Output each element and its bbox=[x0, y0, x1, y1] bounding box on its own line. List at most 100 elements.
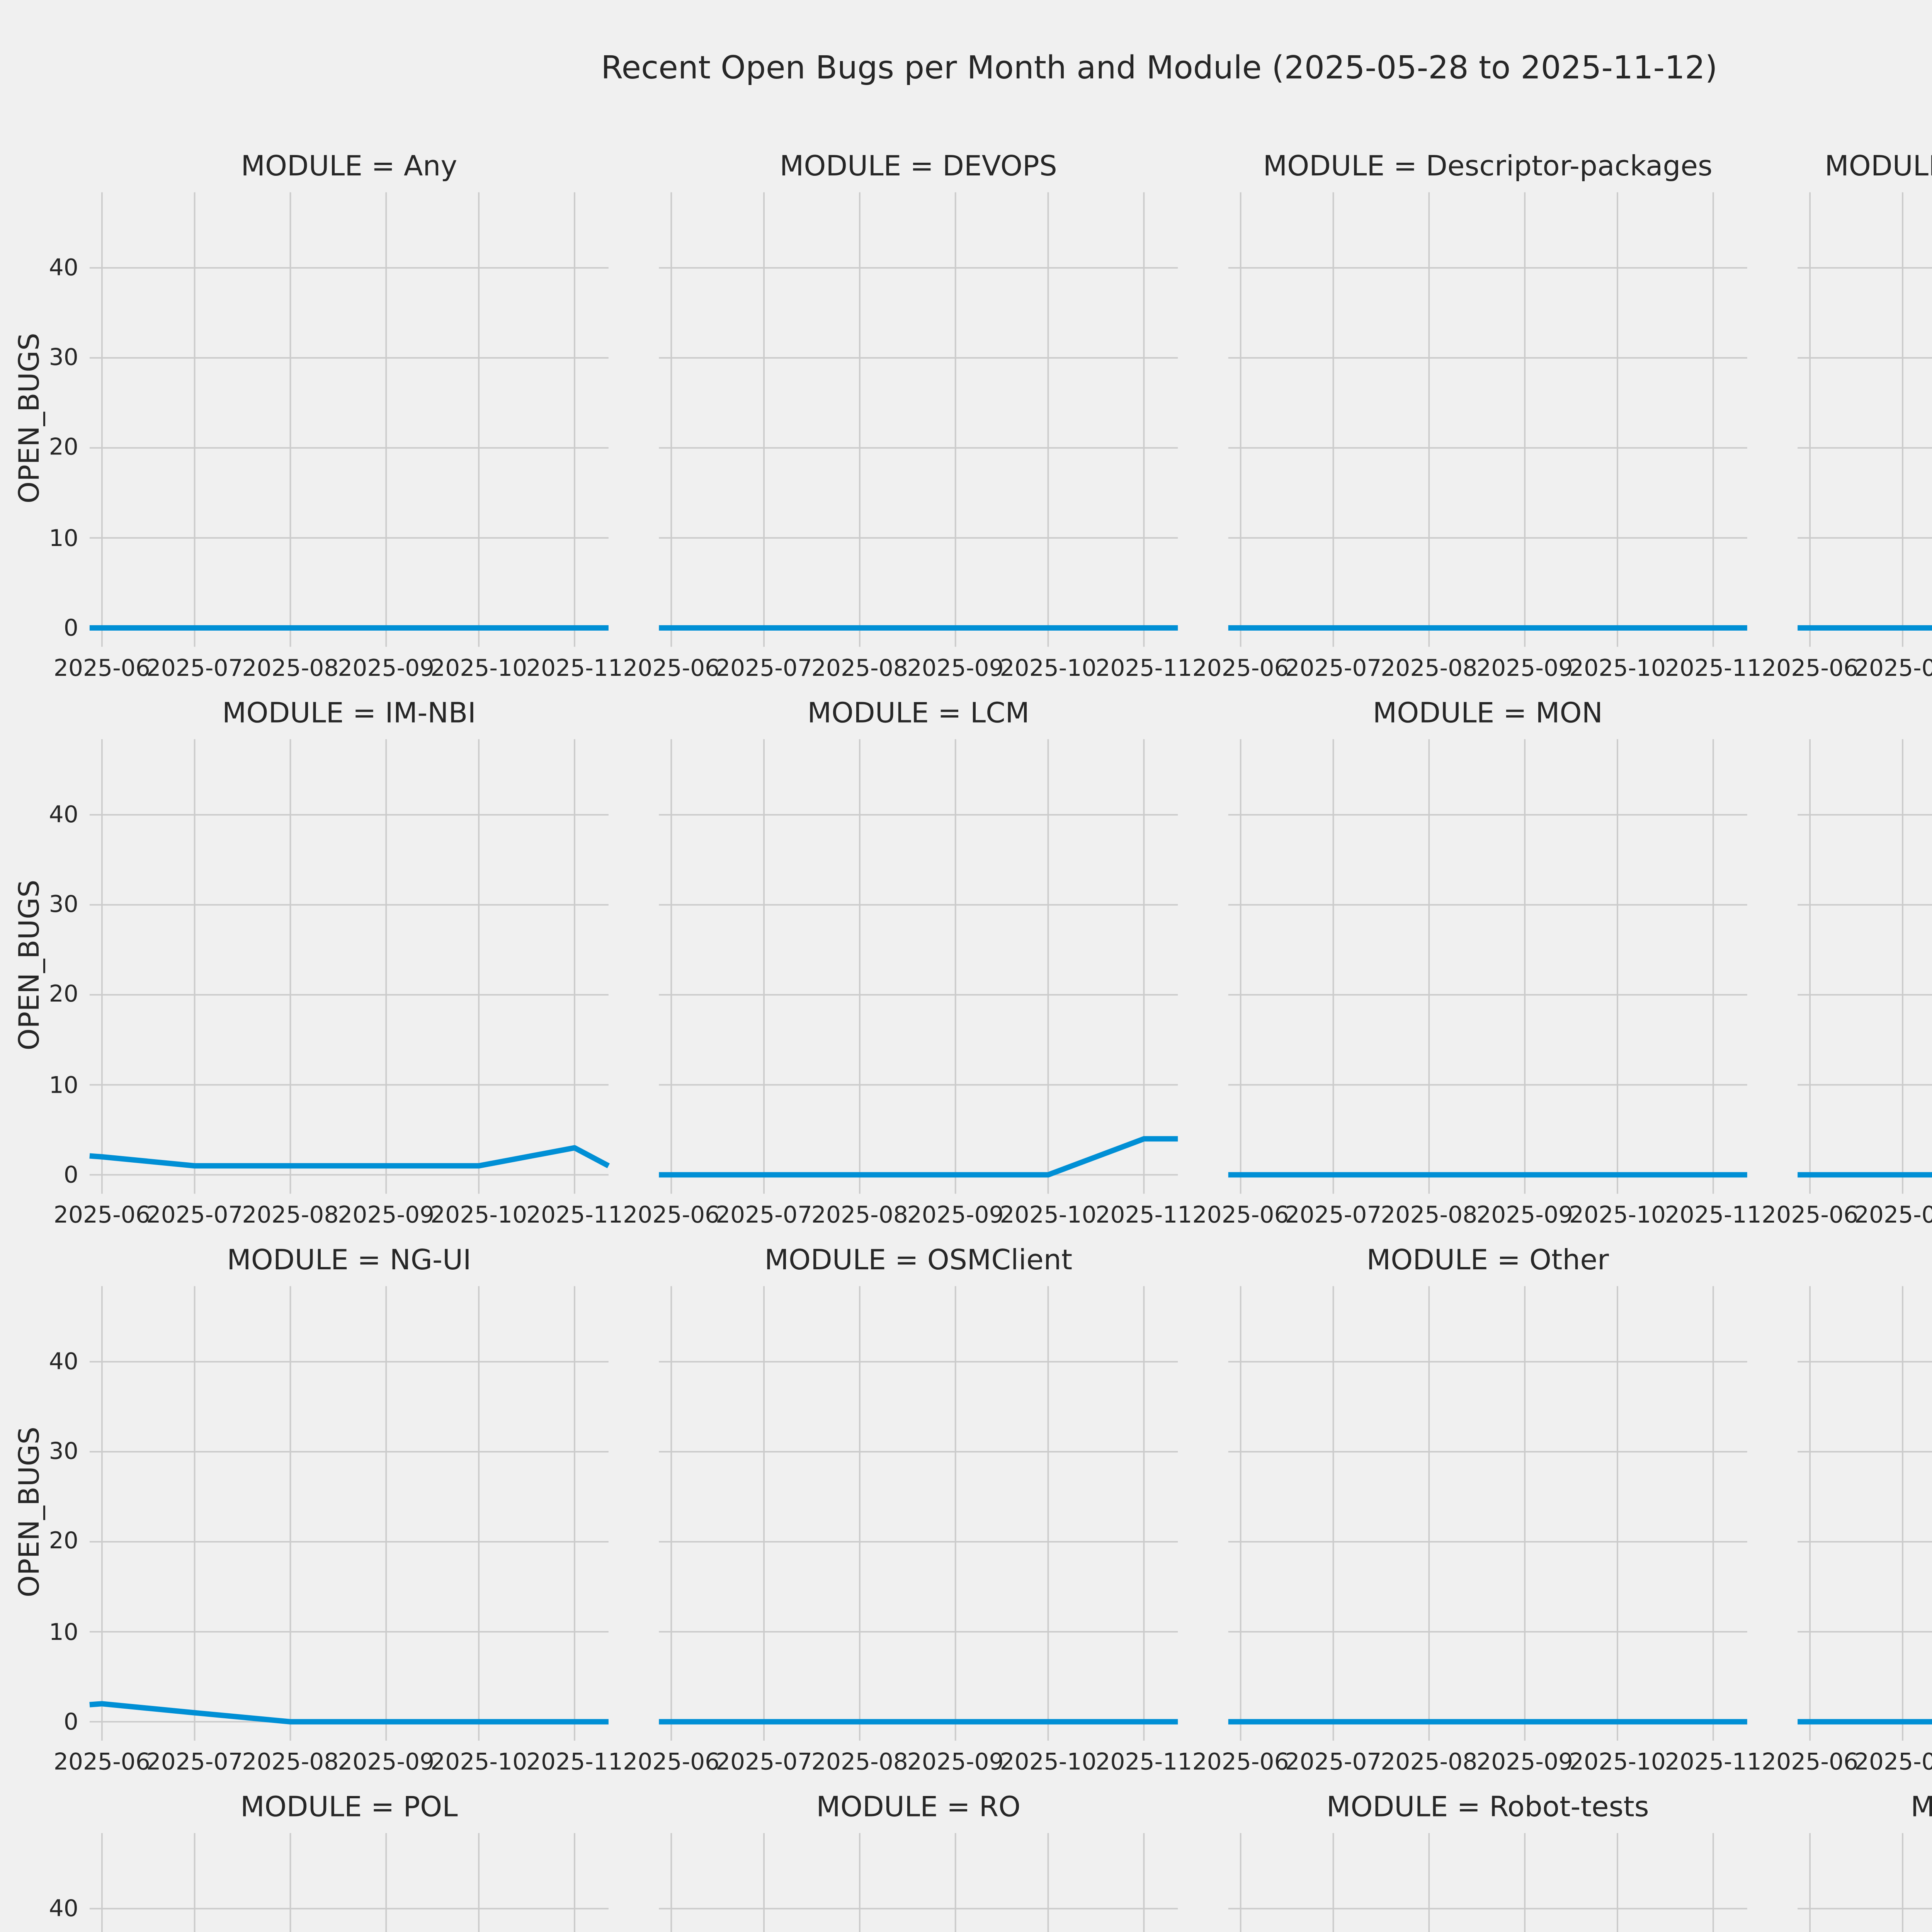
y-tick-label: 30 bbox=[49, 889, 78, 918]
subplot-title: MODULE = Unknown bbox=[1911, 1789, 1932, 1823]
x-tick-label: 2025-07 bbox=[1285, 1747, 1382, 1776]
x-tick-label: 2025-07 bbox=[1854, 1200, 1932, 1228]
y-tick-label: 40 bbox=[49, 1893, 78, 1922]
x-tick-label: 2025-11 bbox=[526, 653, 623, 682]
gridlines bbox=[89, 1832, 609, 1932]
gridlines bbox=[89, 1285, 609, 1740]
subplot-title: MODULE = DEVOPS bbox=[779, 148, 1057, 182]
subplot-title: MODULE = NG-UI bbox=[227, 1242, 471, 1276]
line-chart-svg bbox=[1798, 738, 1932, 1193]
subplot-title: MODULE = Descriptor-packages bbox=[1263, 148, 1713, 182]
subplot-pla: MODULE = PLA 2025-062025-072025-082025-0… bbox=[1762, 1285, 1932, 1775]
x-tick-label: 2025-08 bbox=[811, 653, 908, 682]
subplot-n2vc: MODULE = N2VC 2025-062025-072025-082025-… bbox=[1762, 738, 1932, 1228]
x-tick-label: 2025-08 bbox=[242, 653, 339, 682]
x-tick-label: 2025-07 bbox=[146, 653, 243, 682]
x-tick-label: 2025-06 bbox=[1762, 653, 1859, 682]
x-tick-label: 2025-07 bbox=[1285, 1200, 1382, 1228]
x-tick-label: 2025-06 bbox=[53, 653, 150, 682]
x-tick-label: 2025-11 bbox=[1095, 1200, 1192, 1228]
x-tick-label: 2025-07 bbox=[715, 1747, 813, 1776]
line-chart-svg bbox=[659, 738, 1178, 1193]
gridlines bbox=[659, 1285, 1178, 1740]
gridlines bbox=[89, 191, 609, 646]
open-bugs-line bbox=[89, 1144, 610, 1168]
x-tick-label: 2025-09 bbox=[338, 1747, 435, 1776]
line-chart-svg bbox=[1228, 191, 1747, 646]
x-tick-label: 2025-07 bbox=[146, 1747, 243, 1776]
y-tick-label: 40 bbox=[49, 253, 78, 281]
subplot-mon: MODULE = MON 2025-06 2025-07 2025-08 2025-0… bbox=[1192, 696, 1762, 1228]
x-tick-label: 2025-11 bbox=[1095, 653, 1192, 682]
subplot-title: MODULE = POL bbox=[240, 1789, 458, 1823]
x-tick-label: 2025-06 bbox=[53, 1200, 150, 1228]
subplot-any: MODULE = Any 2025-06 2025-07 2025-08 2025-0… bbox=[13, 148, 623, 681]
y-tick-label: 0 bbox=[63, 1160, 78, 1188]
x-tick-label: 2025-11 bbox=[526, 1200, 623, 1228]
x-tick-label: 2025-08 bbox=[1381, 1200, 1478, 1228]
x-tick-label: 2025-07 bbox=[146, 1200, 243, 1228]
x-tick-label: 2025-10 bbox=[1000, 1200, 1097, 1228]
y-axis-label: OPEN_BUGS bbox=[4, 738, 56, 1193]
x-tick-label: 2025-10 bbox=[430, 1747, 527, 1776]
x-tick-label: 2025-08 bbox=[1381, 1747, 1478, 1776]
x-tick-label: 2025-06 bbox=[1192, 653, 1289, 682]
gridlines bbox=[1798, 1832, 1932, 1932]
x-tick-label: 2025-08 bbox=[242, 1200, 339, 1228]
y-tick-label: 30 bbox=[49, 1437, 78, 1465]
x-tick-label: 2025-11 bbox=[1665, 653, 1762, 682]
subplot-title: MODULE = OSMClient bbox=[764, 1242, 1073, 1276]
y-tick-label: 0 bbox=[63, 1707, 78, 1735]
y-axis-label-text: OPEN_BUGS bbox=[13, 880, 47, 1051]
x-tick-label: 2025-09 bbox=[1476, 1747, 1573, 1776]
x-tick-label: 2025-07 bbox=[715, 1200, 813, 1228]
subplot-title: MODULE = Other bbox=[1366, 1242, 1609, 1276]
gridlines bbox=[1798, 191, 1932, 646]
x-tick-label: 2025-06 bbox=[1762, 1747, 1859, 1776]
line-chart-svg bbox=[659, 191, 1178, 646]
y-axis-label-text: OPEN_BUGS bbox=[13, 1427, 47, 1598]
x-tick-label: 2025-07 bbox=[715, 653, 813, 682]
x-tick-label: 2025-09 bbox=[338, 653, 435, 682]
open-bugs-line bbox=[89, 1700, 609, 1724]
y-axis-label: OPEN_BUGS bbox=[4, 191, 56, 646]
y-tick-label: 30 bbox=[49, 343, 78, 371]
line-chart-svg bbox=[89, 191, 609, 646]
y-axis-label-text: OPEN_BUGS bbox=[13, 333, 47, 504]
x-tick-label: 2025-11 bbox=[1095, 1747, 1192, 1776]
line-chart-svg bbox=[89, 738, 610, 1193]
x-tick-label: 2025-08 bbox=[242, 1747, 339, 1776]
x-tick-label: 2025-10 bbox=[1569, 1200, 1666, 1228]
subplot-osmclient: MODULE = OSMClient 2025-06 2025-07 2025-08… bbox=[623, 1242, 1192, 1775]
gridlines bbox=[1798, 1285, 1932, 1740]
subplot-title: MODULE = Documentation / Wiki bbox=[1825, 148, 1932, 182]
subplot-unknown: MODULE = Unknown 2025-062025-072025-0820… bbox=[1798, 1789, 1932, 1932]
x-tick-label: 2025-10 bbox=[1000, 653, 1097, 682]
subplot-documentation-wiki: MODULE = Documentation / Wiki 2025-06202… bbox=[1762, 148, 1932, 681]
y-tick-label: 40 bbox=[49, 1347, 78, 1375]
x-tick-label: 2025-11 bbox=[1665, 1200, 1762, 1228]
x-tick-label: 2025-08 bbox=[1381, 653, 1478, 682]
subplot-pol: MODULE = POL 2025-062025-072025-082025-0… bbox=[49, 1789, 609, 1932]
subplot-title: MODULE = Robot-tests bbox=[1326, 1789, 1649, 1823]
y-axis-label: OPEN_BUGS bbox=[4, 1285, 56, 1740]
line-chart-svg bbox=[1228, 738, 1747, 1193]
x-tick-label: 2025-07 bbox=[1854, 1747, 1932, 1776]
x-tick-label: 2025-09 bbox=[1476, 653, 1573, 682]
x-tick-label: 2025-09 bbox=[907, 1200, 1004, 1228]
subplot-title: MODULE = Any bbox=[241, 148, 457, 182]
subplot-im-nbi: MODULE = IM-NBI 2025-06 2025-07 2025-08 202… bbox=[13, 696, 623, 1228]
x-tick-label: 2025-10 bbox=[1569, 653, 1666, 682]
y-tick-label: 20 bbox=[49, 433, 78, 461]
x-tick-label: 2025-06 bbox=[53, 1747, 150, 1776]
subplot-title: MODULE = LCM bbox=[807, 695, 1030, 729]
line-chart-svg bbox=[1798, 1832, 1932, 1932]
subplot-devops: MODULE = DEVOPS 2025-06 2025-07 2025-08 202… bbox=[623, 148, 1192, 681]
gridlines bbox=[89, 738, 609, 1193]
x-tick-label: 2025-09 bbox=[1476, 1200, 1573, 1228]
subplot-title: MODULE = RO bbox=[816, 1789, 1021, 1823]
x-tick-label: 2025-11 bbox=[1665, 1747, 1762, 1776]
line-chart-svg bbox=[89, 1285, 609, 1740]
subplot-ng-ui: MODULE = NG-UI 2025-06 2025-07 2025-08 2025… bbox=[13, 1242, 623, 1775]
